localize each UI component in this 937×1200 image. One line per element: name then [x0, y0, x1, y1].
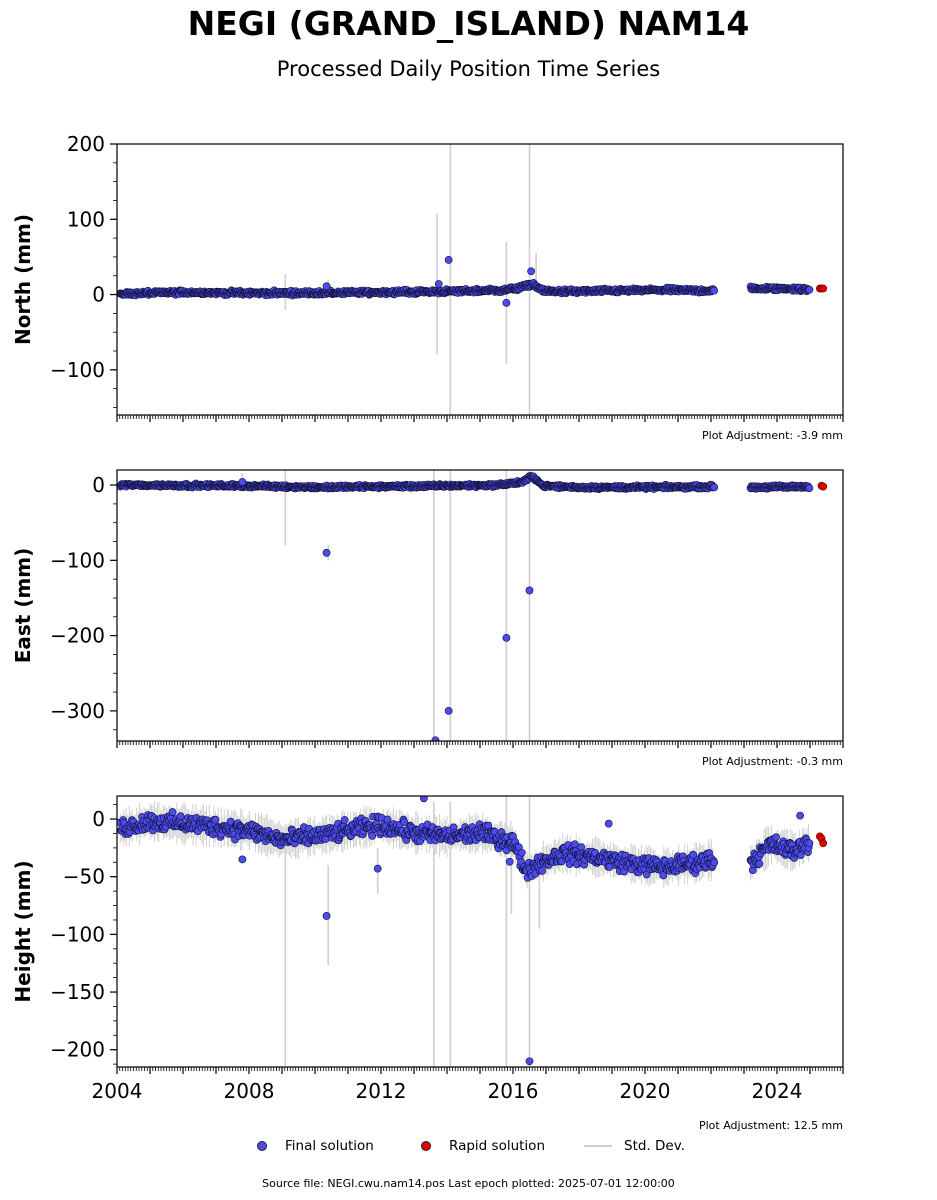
x-tick-label: 2008 [224, 1079, 275, 1103]
final-solution-point [755, 860, 764, 868]
final-solution-point [420, 796, 428, 803]
final-solution-point [525, 586, 534, 595]
rapid-solution-point [819, 839, 828, 848]
final-solution-point [525, 1057, 534, 1066]
final-solution-point [383, 815, 392, 824]
final-solution-point [238, 855, 247, 864]
y-axis-label: North (mm) [11, 214, 35, 345]
y-tick-label: −150 [50, 980, 105, 1004]
final-solution-point [659, 871, 668, 880]
final-solution-point [502, 633, 511, 642]
legend-final: Final solution [257, 1138, 374, 1154]
final-solution-point [322, 548, 331, 557]
x-tick-label: 2024 [752, 1079, 803, 1103]
final-solution-point [373, 864, 382, 873]
legend-rapid: Rapid solution [421, 1138, 545, 1154]
final-solution-point [211, 815, 220, 824]
final-solution-point [527, 267, 536, 276]
y-tick-label: −50 [63, 865, 105, 889]
y-tick-label: −200 [50, 624, 105, 648]
final-solution-point [772, 833, 780, 842]
final-solution-point [689, 850, 698, 859]
legend-rapid-marker [421, 1141, 431, 1151]
final-solution-point [517, 848, 526, 857]
final-solution-point [340, 816, 349, 824]
y-tick-label: 0 [92, 807, 105, 831]
y-tick-label: 200 [67, 132, 105, 156]
legend-final-marker [257, 1141, 267, 1151]
y-tick-label: 100 [67, 207, 105, 231]
final-solution-point [444, 706, 453, 715]
legend-final-label: Final solution [285, 1138, 374, 1154]
y-tick-label: −100 [50, 922, 105, 946]
y-axis-label: Height (mm) [11, 860, 35, 1002]
panel-2-data-layer [117, 796, 828, 1067]
y-tick-label: −100 [50, 358, 105, 382]
page-subtitle: Processed Daily Position Time Series [276, 57, 661, 81]
rapid-solution-point [819, 284, 828, 293]
final-solution-point [796, 811, 804, 820]
final-solution-point [577, 843, 586, 852]
final-solution-point [710, 858, 719, 867]
legend-rapid-label: Rapid solution [449, 1138, 545, 1154]
y-tick-label: −200 [50, 1038, 105, 1062]
final-solution-point [710, 286, 719, 295]
final-solution-point [502, 298, 511, 307]
final-solution-point [710, 483, 719, 492]
x-tick-label: 2016 [488, 1079, 539, 1103]
x-tick-label: 2004 [92, 1079, 143, 1103]
page-title: NEGI (GRAND_ISLAND) NAM14 [187, 4, 750, 43]
y-axis-label: East (mm) [11, 548, 35, 664]
panel-1-data-layer [117, 470, 828, 741]
final-solution-point [538, 866, 547, 875]
final-solution-point [805, 285, 814, 294]
final-solution-point [505, 857, 514, 866]
final-solution-point [431, 736, 440, 741]
final-solution-point [368, 831, 377, 840]
final-solution-point [238, 478, 247, 486]
y-tick-label: 0 [92, 473, 105, 497]
east-plot-adjustment: Plot Adjustment: -0.3 mm [702, 755, 843, 768]
final-solution-point [322, 282, 331, 291]
rapid-solution-point [819, 482, 828, 491]
legend-stddev: Std. Dev. [584, 1138, 685, 1154]
x-tick-label: 2020 [620, 1079, 671, 1103]
final-solution-point [176, 812, 185, 821]
height-plot-adjustment: Plot Adjustment: 12.5 mm [698, 1119, 843, 1132]
x-tick-label: 2012 [356, 1079, 407, 1103]
final-solution-point [805, 484, 814, 493]
final-solution-point [400, 818, 409, 826]
source-footer: Source file: NEGI.cwu.nam14.pos Last epo… [262, 1177, 675, 1190]
final-solution-point [570, 840, 579, 849]
panel-0-frame [116, 143, 844, 416]
final-solution-point [444, 256, 453, 264]
north-plot-adjustment: Plot Adjustment: -3.9 mm [702, 429, 843, 442]
final-solution-point [322, 912, 331, 920]
panel-0-data-layer [117, 144, 828, 415]
final-solution-point [604, 819, 613, 828]
legend-stddev-label: Std. Dev. [624, 1138, 685, 1154]
final-solution-point [434, 280, 443, 288]
panel-1-frame [116, 469, 844, 742]
y-tick-label: −100 [50, 548, 105, 572]
y-tick-label: 0 [92, 283, 105, 307]
final-solution-point [805, 839, 814, 848]
y-tick-label: −300 [50, 699, 105, 723]
legend-stddev-line [584, 1145, 612, 1147]
final-solution-point [168, 808, 177, 816]
legend: Final solution Rapid solution Std. Dev. [0, 1138, 937, 1158]
